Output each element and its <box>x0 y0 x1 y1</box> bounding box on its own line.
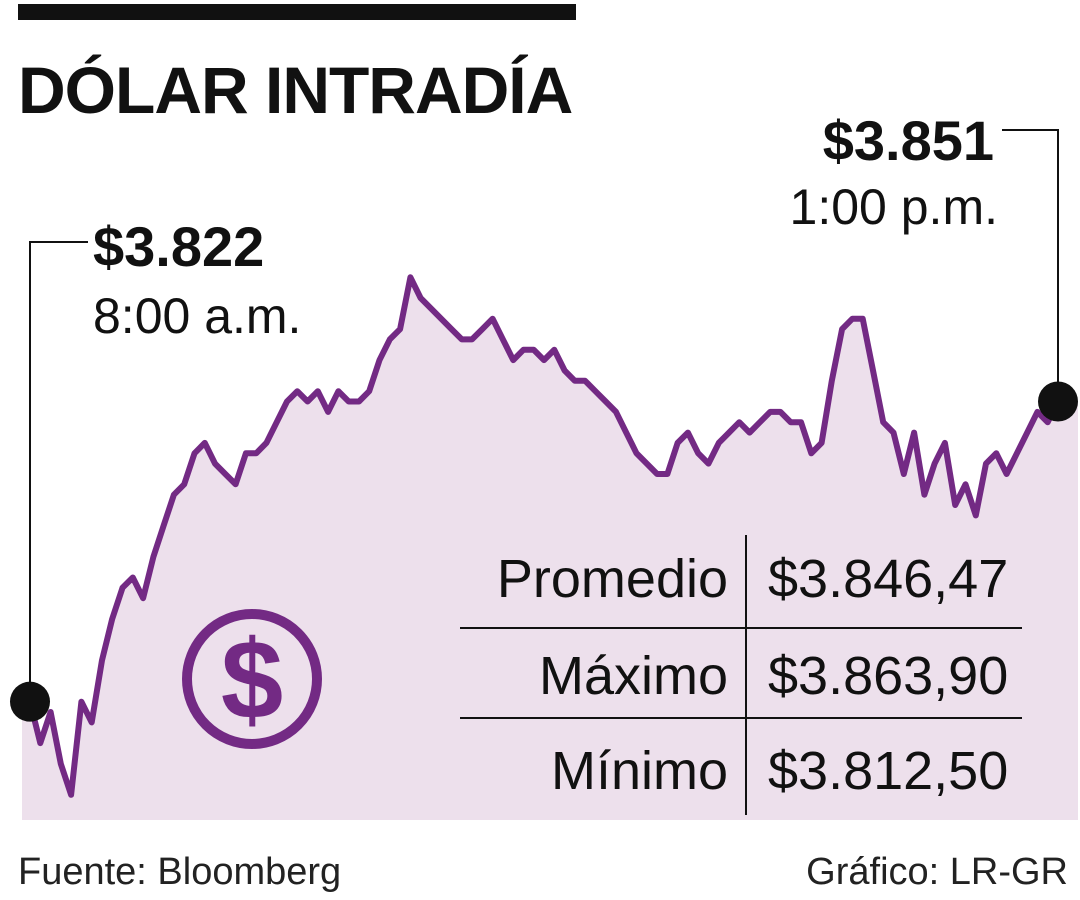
stat-label-minimum: Mínimo <box>551 741 728 801</box>
start-time-label: 8:00 a.m. <box>93 288 301 344</box>
end-leader-line <box>1002 129 1059 396</box>
start-point-marker <box>10 681 50 722</box>
stat-label-average: Promedio <box>497 549 728 609</box>
end-value-label: $3.851 <box>823 109 994 172</box>
svg-text:$: $ <box>221 617 283 742</box>
stat-value-minimum: $3.812,50 <box>768 741 1008 801</box>
dollar-coin-icon: $ <box>182 609 322 749</box>
chart-title: DÓLAR INTRADÍA <box>18 53 573 127</box>
stat-value-average: $3.846,47 <box>768 549 1008 609</box>
start-value-label: $3.822 <box>93 215 264 278</box>
source-credit: Fuente: Bloomberg <box>18 851 342 893</box>
price-area <box>22 277 1078 820</box>
end-time-label: 1:00 p.m. <box>790 179 998 235</box>
price-line <box>27 274 1061 798</box>
graphic-credit: Gráfico: LR-GR <box>806 851 1068 893</box>
stat-label-maximum: Máximo <box>539 646 728 706</box>
title-rule <box>18 4 576 20</box>
end-point-marker <box>1038 381 1078 422</box>
start-leader-line <box>29 241 88 702</box>
stat-value-maximum: $3.863,90 <box>768 646 1008 706</box>
stats-table: Promedio $3.846,47 Máximo $3.863,90 Míni… <box>460 535 1022 815</box>
